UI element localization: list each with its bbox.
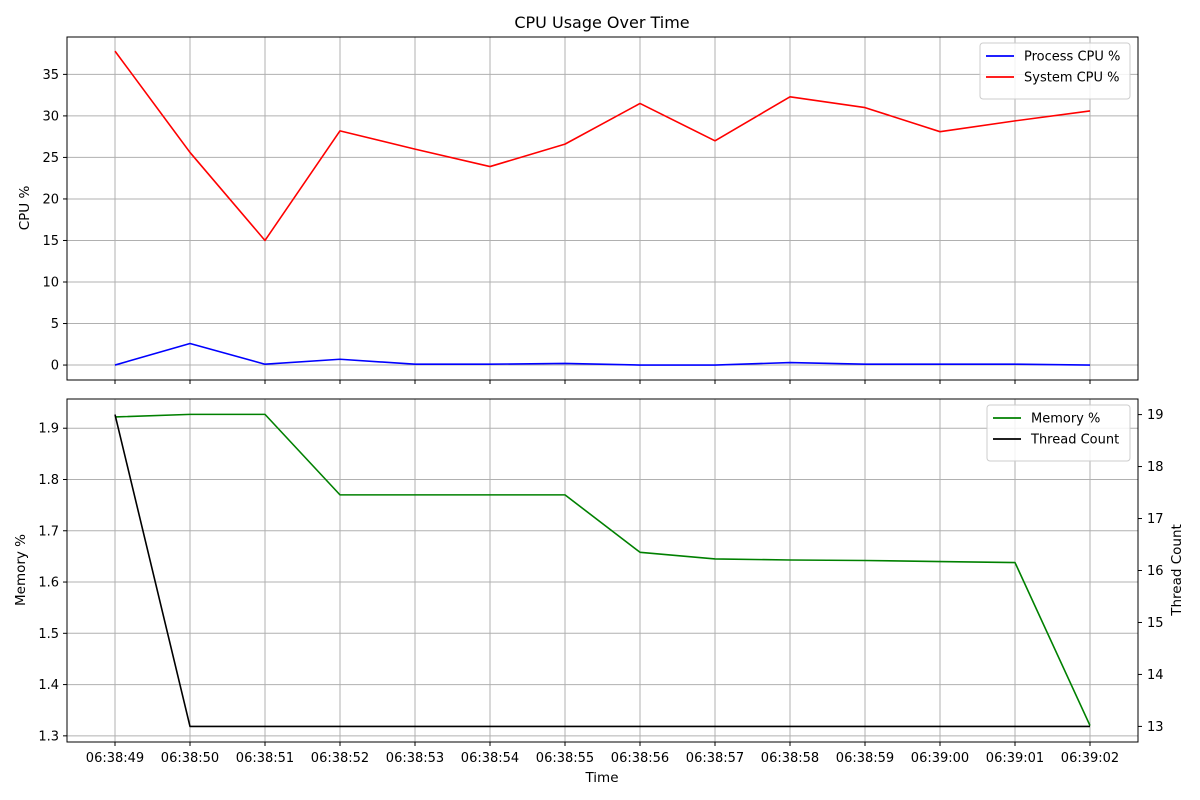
x-tick-label: 06:38:57 xyxy=(686,751,744,766)
legend-box xyxy=(986,404,1131,462)
x-tick-label: 06:38:50 xyxy=(161,751,219,766)
series-line-memory xyxy=(114,413,1091,726)
x-tick-label: 06:38:53 xyxy=(386,751,444,766)
series-line-process-cpu xyxy=(114,342,1091,366)
bottom-chart-plot: 1.3 1.4 1.5 1.6 1.7 1.8 1.9 13 14 15 16 17 18 19 06:38… xyxy=(38,398,1164,766)
y-tick-label: 1.7 xyxy=(38,524,59,539)
x-tick-label: 06:38:59 xyxy=(836,751,894,766)
series-line-thread-count xyxy=(114,414,1090,728)
y2-tick-label: 14 xyxy=(1147,668,1164,683)
x-tick-label: 06:39:01 xyxy=(986,751,1044,766)
legend-label: System CPU % xyxy=(1024,71,1120,86)
y-tick-label: 30 xyxy=(42,109,59,124)
x-tick-label: 06:38:51 xyxy=(236,751,294,766)
top-chart-plot: 0 5 10 15 20 25 30 35 Process CPU % System CPU % xyxy=(42,36,1139,384)
y-tick-label: 5 xyxy=(51,317,59,332)
plot-frame xyxy=(66,36,1139,381)
x-tick-label: 06:38:55 xyxy=(536,751,594,766)
y2-tick-label: 18 xyxy=(1147,460,1164,475)
y2-tick-label: 17 xyxy=(1147,512,1164,527)
y-tick-label: 1.6 xyxy=(38,576,59,591)
legend-label: Memory % xyxy=(1031,412,1100,427)
x-tick-label: 06:38:52 xyxy=(311,751,369,766)
x-tick-label: 06:38:54 xyxy=(461,751,519,766)
y-tick-label: 0 xyxy=(51,359,59,374)
y-tick-label: 20 xyxy=(42,192,59,207)
y-tick-label: 1.8 xyxy=(38,473,59,488)
top-chart-title: CPU Usage Over Time xyxy=(514,13,689,32)
legend-label: Thread Count xyxy=(1030,433,1119,448)
y-tick-label: 1.4 xyxy=(38,678,59,693)
y-tick-label: 1.3 xyxy=(38,729,59,744)
bottom-chart-xlabel: Time xyxy=(584,770,618,786)
x-tick-label: 06:38:58 xyxy=(761,751,819,766)
x-tick-label: 06:38:49 xyxy=(86,751,144,766)
bottom-chart-ylabel: Memory % xyxy=(13,534,29,606)
y2-tick-label: 15 xyxy=(1147,616,1164,631)
y-tick-label: 1.5 xyxy=(38,627,59,642)
y2-tick-label: 16 xyxy=(1147,564,1164,579)
series-line-system-cpu xyxy=(114,50,1091,242)
x-tick-label: 06:38:56 xyxy=(611,751,669,766)
y-tick-label: 1.9 xyxy=(38,422,59,437)
x-tick-label: 06:39:02 xyxy=(1061,751,1119,766)
y-tick-label: 15 xyxy=(42,234,59,249)
y2-tick-label: 19 xyxy=(1147,408,1164,423)
top-chart-ylabel: CPU % xyxy=(17,186,33,231)
x-tick-label: 06:39:00 xyxy=(911,751,969,766)
plot-frame xyxy=(66,398,1139,743)
y2-tick-label: 13 xyxy=(1147,720,1164,735)
legend-label: Process CPU % xyxy=(1024,50,1120,65)
y-tick-label: 35 xyxy=(42,68,59,83)
y-tick-label: 10 xyxy=(42,276,59,291)
legend-box xyxy=(979,42,1131,100)
bottom-chart-y2label: Thread Count xyxy=(1169,524,1185,617)
y-tick-label: 25 xyxy=(42,151,59,166)
